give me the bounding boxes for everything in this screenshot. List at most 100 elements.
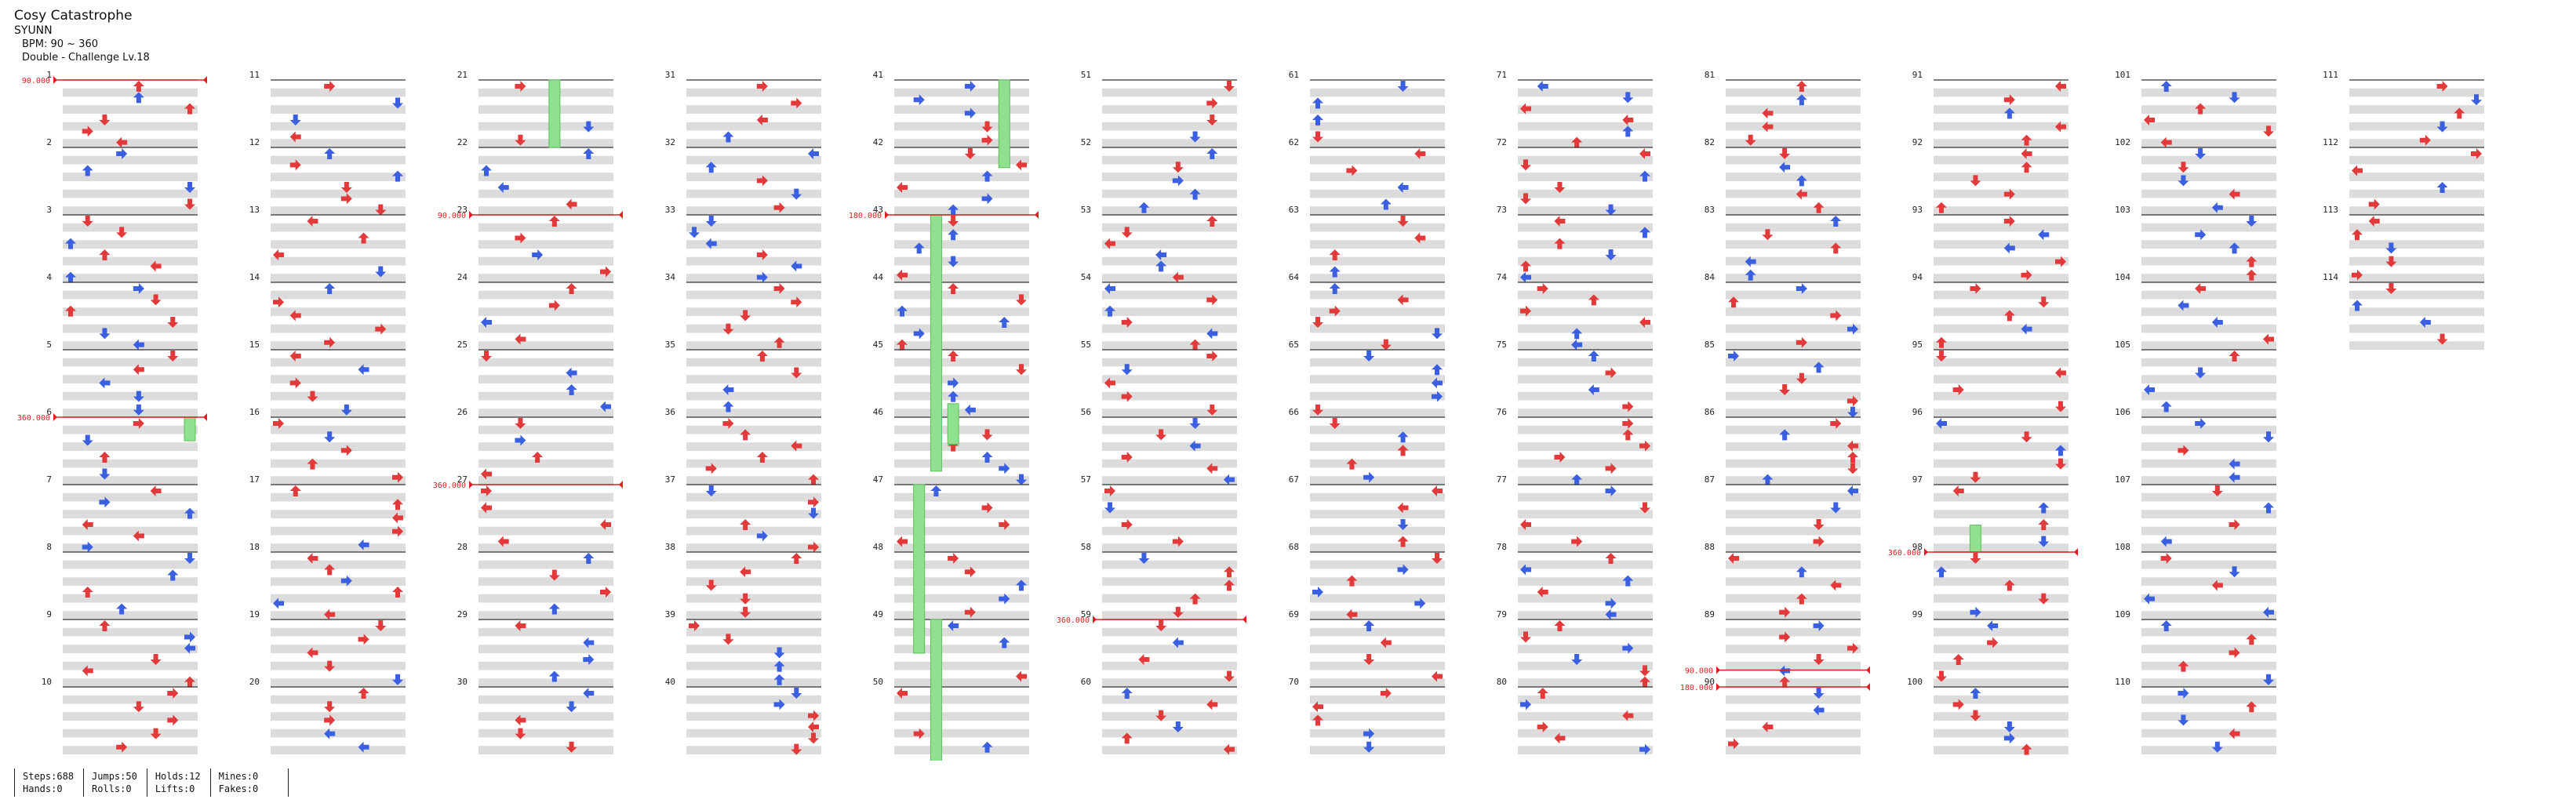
step-arrow <box>1813 704 1825 716</box>
step-arrow <box>167 317 179 328</box>
step-arrow <box>897 269 908 281</box>
step-arrow <box>1622 401 1634 412</box>
beat-band <box>1518 526 1653 536</box>
arrow-shape <box>548 569 560 581</box>
step-arrow <box>289 159 301 171</box>
arrow-shape <box>1121 452 1133 463</box>
arrow-shape <box>791 553 802 564</box>
bpm-right-tick <box>1866 683 1870 691</box>
bpm-right-tick <box>203 413 207 421</box>
bpm-value: 360.000 <box>17 414 50 423</box>
step-arrow <box>2003 107 2015 119</box>
step-arrow <box>1520 103 1531 114</box>
arrow-shape <box>375 620 387 631</box>
beat-band <box>2349 290 2484 300</box>
measure-number: 1 <box>46 70 52 80</box>
beat-band <box>1726 712 1861 721</box>
measure-number: 15 <box>249 340 260 350</box>
arrow-shape <box>1639 665 1650 677</box>
measure-number: 3 <box>46 205 52 215</box>
beat-band <box>894 240 1029 249</box>
arrow-shape <box>273 598 284 609</box>
arrow-shape <box>289 114 301 125</box>
beat-band <box>271 274 406 282</box>
arrow-shape <box>2352 229 2363 241</box>
step-arrow <box>1571 339 1583 351</box>
arrow-shape <box>1206 148 1218 159</box>
beat-band <box>271 543 406 552</box>
arrow-shape <box>2160 401 2172 412</box>
beat-band <box>1310 594 1445 603</box>
step-arrow <box>773 647 785 659</box>
beat-band <box>478 476 613 485</box>
step-arrow <box>1206 351 1218 362</box>
beat-band <box>686 746 821 754</box>
beat-band <box>1102 223 1237 232</box>
beat-band <box>1518 661 1653 670</box>
bpm-right-tick <box>1866 666 1870 674</box>
arrow-shape <box>1813 654 1825 665</box>
beat-band <box>2349 256 2484 266</box>
arrow-shape <box>948 377 959 389</box>
arrow-shape <box>2246 256 2258 267</box>
step-arrow <box>1520 564 1531 576</box>
beat-band <box>1934 173 2068 181</box>
bpm-left-tick <box>469 211 473 219</box>
step-arrow <box>1397 536 1409 547</box>
arrow-shape <box>289 310 301 322</box>
step-arrow <box>1813 654 1825 665</box>
arrow-shape <box>2160 136 2172 148</box>
arrow-shape <box>2419 317 2431 328</box>
arrow-shape <box>948 283 959 294</box>
step-arrow <box>273 598 284 609</box>
beat-band <box>894 526 1029 536</box>
arrow-shape <box>1796 372 1807 384</box>
arrow-shape <box>1104 238 1115 249</box>
measure-number: 78 <box>1497 542 1507 552</box>
beat-band <box>686 290 821 300</box>
arrow-shape <box>2471 94 2482 106</box>
step-arrow <box>2229 566 2240 578</box>
measure-number: 13 <box>249 205 260 215</box>
beat-band <box>1934 611 2068 620</box>
beat-band <box>63 543 198 552</box>
step-arrow <box>324 728 336 739</box>
beat-band <box>894 290 1029 300</box>
step-arrow <box>1121 227 1133 238</box>
beat-band <box>686 526 821 536</box>
measure-number: 45 <box>873 340 883 350</box>
step-arrow <box>1762 229 1774 241</box>
step-arrow <box>791 188 802 200</box>
step-arrow <box>2471 94 2482 106</box>
arrow-shape <box>1172 637 1184 649</box>
step-arrow <box>133 391 144 402</box>
arrow-shape <box>566 283 577 294</box>
arrow-shape <box>1745 256 1756 267</box>
step-arrow <box>2178 688 2189 699</box>
arrow-shape <box>808 148 819 159</box>
beat-band <box>478 341 613 350</box>
beat-band <box>271 358 406 367</box>
step-arrow <box>981 134 993 146</box>
beat-band <box>478 459 613 468</box>
measure-number: 55 <box>1081 340 1091 350</box>
step-arrow <box>1121 452 1133 463</box>
measure-number: 75 <box>1497 340 1507 350</box>
step-arrow <box>184 182 195 193</box>
step-arrow <box>358 364 369 376</box>
beat-band <box>1726 695 1861 704</box>
step-arrow <box>964 81 976 92</box>
arrow-shape <box>791 688 802 699</box>
beat-band <box>1310 206 1445 215</box>
arrow-shape <box>791 743 802 755</box>
arrow-shape <box>1414 148 1426 159</box>
arrow-shape <box>1554 732 1566 744</box>
step-arrow <box>1138 553 1150 564</box>
step-arrow <box>481 502 492 514</box>
beat-band <box>1310 560 1445 569</box>
step-arrow <box>897 182 908 193</box>
arrow-shape <box>1571 136 1583 148</box>
step-arrow <box>1622 710 1634 721</box>
beat-band <box>1726 492 1861 502</box>
beat-band <box>271 122 406 131</box>
